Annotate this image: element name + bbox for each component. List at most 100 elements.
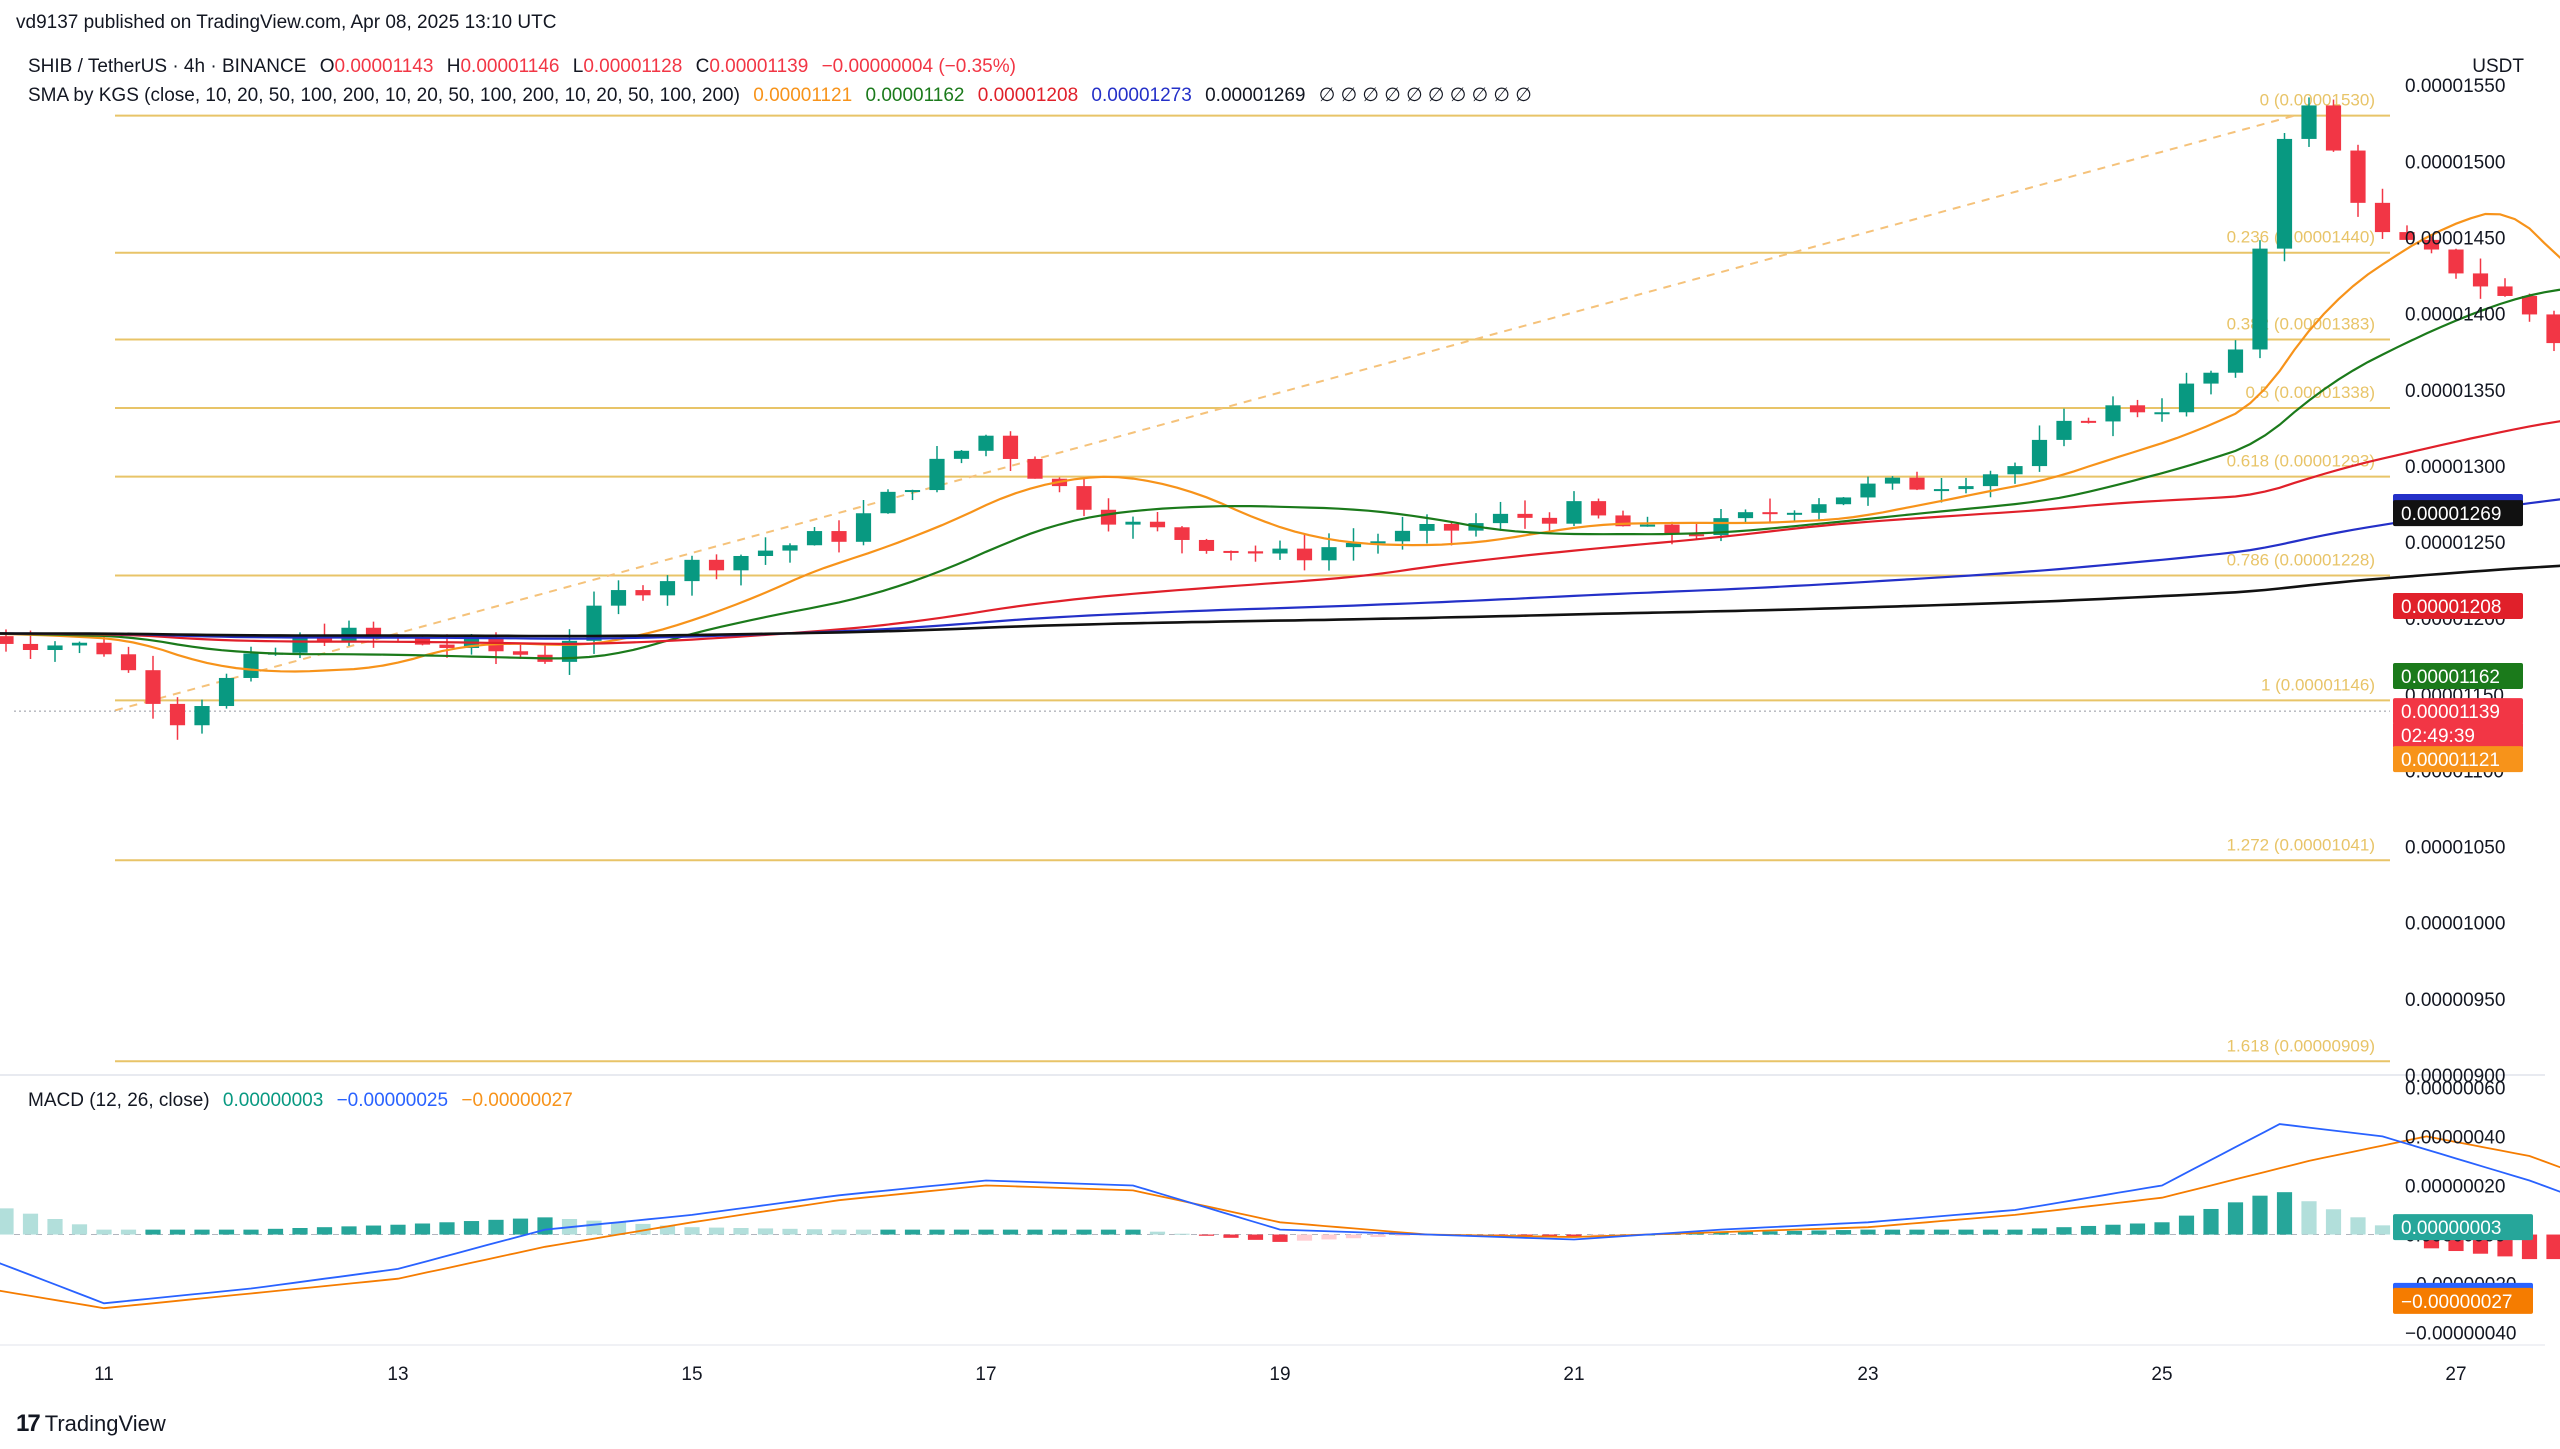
macd-histogram-bar <box>635 1223 651 1235</box>
candle-body <box>929 458 945 491</box>
tradingview-brand[interactable]: 17 TradingView <box>16 1410 166 1438</box>
macd-histogram-bar <box>2301 1201 2317 1235</box>
price-axis-tick: 0.00001300 <box>2405 457 2505 478</box>
candle-body <box>1933 489 1950 492</box>
currency-label: USDT <box>2472 56 2524 77</box>
candle-body <box>1345 542 1362 548</box>
symbol-title[interactable]: SHIB / TetherUS · 4h · BINANCE <box>28 56 307 77</box>
candle-body <box>1125 521 1141 525</box>
macd-axis-tick: 0.00000060 <box>2405 1078 2505 1099</box>
macd-histogram-bar <box>2056 1227 2072 1235</box>
macd-histogram-bar <box>831 1229 847 1235</box>
macd-signal-line <box>0 1135 2560 1310</box>
candle-body <box>1370 541 1386 544</box>
time-axis-tick: 15 <box>681 1364 702 1385</box>
candle-body <box>2031 439 2048 467</box>
macd-histogram-bar <box>2080 1225 2097 1235</box>
publisher-line: vd9137 published on TradingView.com, Apr… <box>16 12 557 33</box>
price-axis-tick: 0.00001250 <box>2405 533 2505 554</box>
macd-histogram-bar <box>782 1228 798 1235</box>
macd-histogram-bar <box>365 1225 382 1235</box>
macd-indicator-name[interactable]: MACD (12, 26, close) <box>28 1090 210 1111</box>
candle-body <box>1272 548 1288 554</box>
macd-histogram-bar <box>1174 1233 1190 1235</box>
macd-histogram-bar <box>953 1229 970 1235</box>
macd-tag-label: −0.00000027 <box>2401 1292 2512 1313</box>
macd-histogram-bar <box>610 1222 627 1235</box>
macd-axis-tick: 0.00000040 <box>2405 1127 2505 1148</box>
macd-tag-bg <box>2393 1287 2533 1314</box>
low-value: 0.00001128 <box>583 56 683 77</box>
macd-histogram-bar <box>120 1229 137 1235</box>
macd-histogram-bar <box>586 1220 602 1235</box>
candle-body <box>22 643 39 651</box>
macd-tag-bg <box>2393 1214 2533 1241</box>
candle-body <box>1517 513 1533 518</box>
macd-histogram-bar <box>1051 1229 1068 1235</box>
macd-histogram-bar <box>757 1228 774 1235</box>
price-tag-bg <box>2393 698 2523 725</box>
price-axis-tick: 0.00000900 <box>2405 1066 2505 1087</box>
candle-body <box>365 627 382 637</box>
sma20-value: 0.00001162 <box>865 85 965 106</box>
sma-indicator-name[interactable]: SMA by KGS (close, 10, 20, 50, 100, 200,… <box>28 85 740 106</box>
candle-body <box>953 450 970 459</box>
macd-histogram-bar <box>1198 1234 1215 1236</box>
price-axis-tick: 0.00000950 <box>2405 990 2505 1011</box>
macd-histogram-bar <box>2154 1222 2170 1235</box>
price-tag-bg <box>2393 500 2523 527</box>
price-tag-label: 02:49:39 <box>2401 726 2475 747</box>
time-axis-tick: 27 <box>2445 1364 2466 1385</box>
candle-body <box>733 555 749 571</box>
macd-histogram-bar <box>2227 1202 2244 1235</box>
change-value: −0.00000004 (−0.35%) <box>821 56 1016 77</box>
candle-body <box>2521 295 2538 315</box>
candle-body <box>1639 524 1656 527</box>
candle-body <box>292 637 308 653</box>
macd-histogram-bar <box>145 1229 161 1235</box>
candle-body <box>855 513 872 542</box>
macd-histogram-bar <box>2031 1228 2048 1235</box>
macd-histogram-bar <box>806 1229 823 1235</box>
candle-body <box>1860 483 1876 498</box>
macd-histogram-bar <box>733 1228 749 1235</box>
macd-histogram-bar <box>1125 1229 1141 1235</box>
candle-body <box>2325 105 2342 151</box>
fib-level-label: 0 (0.00001530) <box>2260 91 2375 110</box>
macd-histogram-bar <box>2007 1229 2023 1235</box>
high-label: H <box>446 56 461 77</box>
price-tag-label: 0.00001208 <box>2401 597 2501 618</box>
macd-histogram-bar <box>880 1229 896 1235</box>
candle-body <box>2178 383 2195 413</box>
macd-histogram-bar <box>659 1225 676 1235</box>
macd-histogram-bar <box>22 1213 39 1235</box>
candle-body <box>1100 509 1117 525</box>
candle-body <box>1174 527 1190 540</box>
price-axis-tick: 0.00001350 <box>2405 381 2505 402</box>
macd-histogram-bar <box>1909 1229 1925 1235</box>
price-axis-tick: 0.00001500 <box>2405 152 2505 173</box>
open-label: O <box>319 56 335 77</box>
candle-body <box>1492 513 1509 524</box>
macd-histogram-bar <box>439 1222 455 1235</box>
sma-line-2 <box>0 288 2560 660</box>
macd-histogram-bar <box>2350 1217 2366 1235</box>
macd-histogram-bar <box>855 1229 872 1235</box>
candle-body <box>439 644 455 648</box>
price-tag-label: 0.00001269 <box>2401 504 2501 525</box>
candle-body <box>1688 534 1705 537</box>
macd-tag-label: 0.00000003 <box>2401 1218 2501 1239</box>
fib-level-label: 1.618 (0.00000909) <box>2227 1036 2375 1055</box>
price-tag-label: 0.00001162 <box>2401 667 2500 688</box>
candle-body <box>0 636 14 644</box>
macd-histogram-bar <box>0 1208 14 1235</box>
candle-body <box>1786 512 1803 515</box>
macd-histogram-bar <box>1247 1234 1264 1240</box>
candle-body <box>1737 512 1754 519</box>
candle-body <box>1419 523 1435 531</box>
macd-histogram-bar <box>2325 1209 2342 1235</box>
price-axis-tick: 0.00001400 <box>2405 305 2505 326</box>
macd-histogram-bar <box>1027 1229 1043 1235</box>
candle-body <box>96 642 112 655</box>
